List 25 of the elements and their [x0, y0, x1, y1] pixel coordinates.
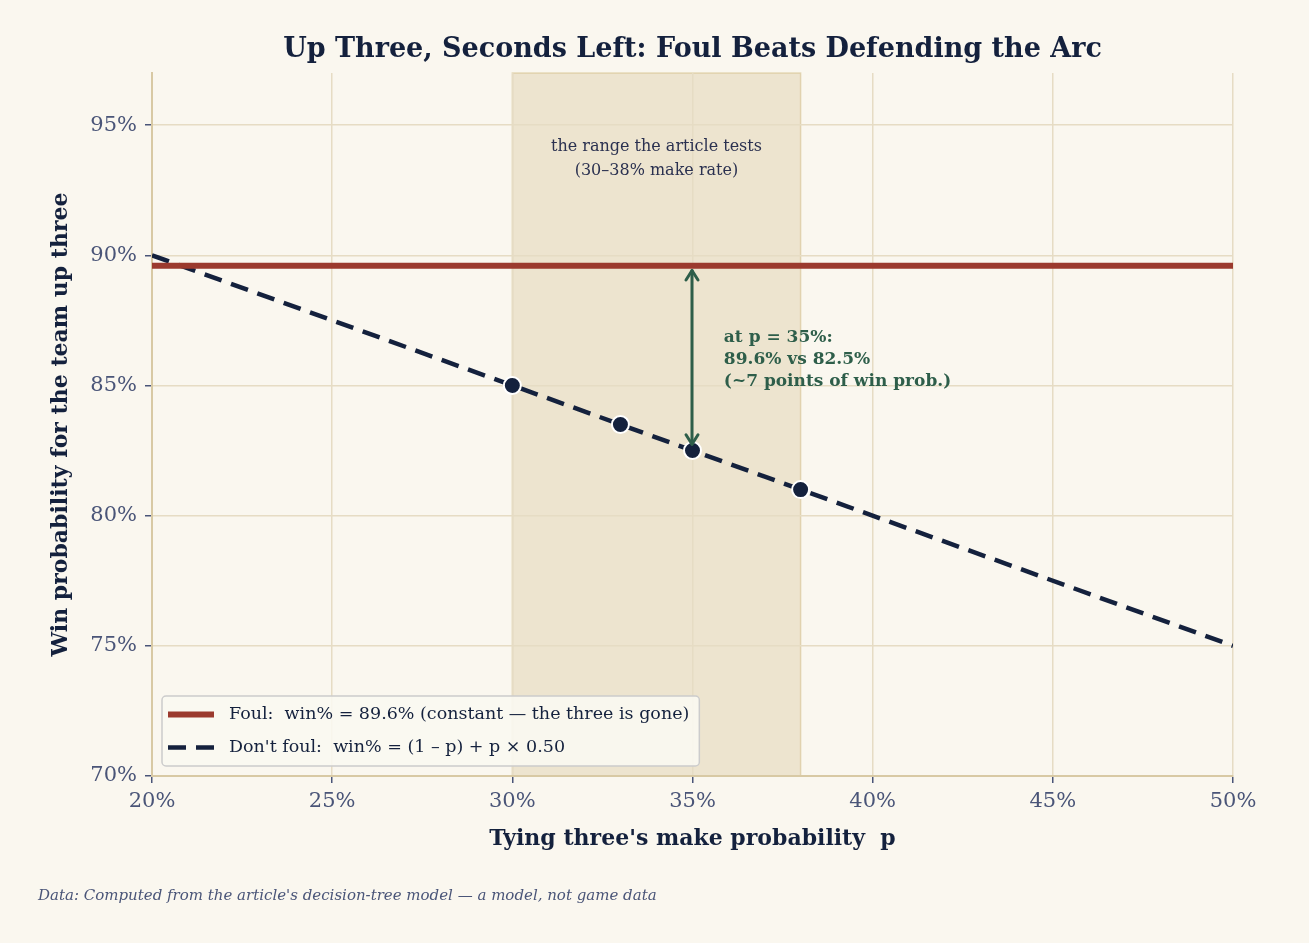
point [683, 441, 702, 461]
x-tick-label: 35% [669, 788, 716, 813]
legend-label: Foul: win% = 89.6% (constant — the three is gone) [229, 703, 690, 724]
y-tick-label: 85% [90, 371, 137, 396]
text: Data: Computed from the article's decision-tree model — a model, not game data [37, 885, 657, 904]
y-tick-label: 95% [90, 111, 137, 136]
point [502, 375, 522, 395]
band-label: the range the article tests (30–38% make rate) [550, 136, 762, 180]
y-tick-label: 75% [90, 632, 137, 657]
annotation: at p = 35%: 89.6% vs 82.5% (~7 points of win prob.) [723, 325, 952, 390]
x-tick-label: 30% [488, 788, 536, 813]
y-axis-title: Win probability for the team up three [45, 192, 72, 658]
y-tick-label: 90% [90, 241, 137, 266]
chart-title: Up Three, Seconds Left: Foul Beats Defending the Arc [283, 32, 1102, 64]
y-tick-label: 70% [90, 762, 137, 787]
x-tick-label: 20% [128, 788, 176, 813]
y-tick-label: 80% [90, 502, 137, 527]
x-tick-label: 50% [1209, 788, 1257, 813]
x-tick-label: 40% [849, 788, 897, 813]
x-tick-label: 25% [308, 788, 356, 813]
legend-label: Don't foul: win% = (1 – p) + p × 0.50 [229, 736, 566, 757]
point [791, 480, 811, 500]
point [610, 415, 630, 434]
x-tick-label: 45% [1029, 788, 1077, 813]
x-axis-title: Tying three's make probability p [489, 823, 896, 850]
